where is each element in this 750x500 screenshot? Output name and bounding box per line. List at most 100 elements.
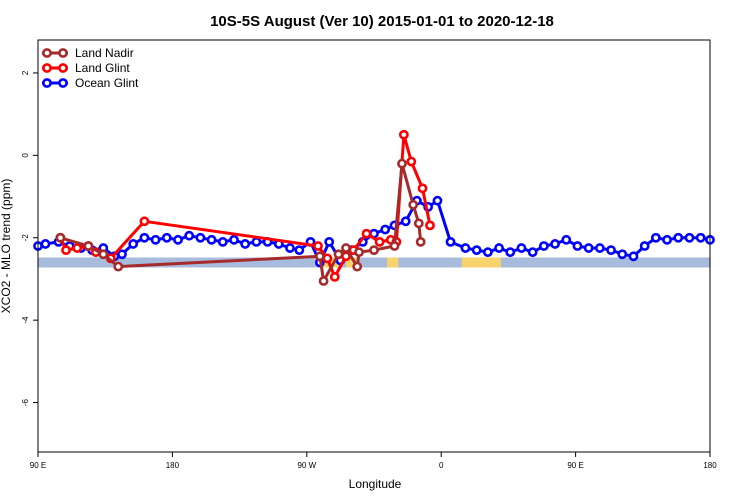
data-point [408,199,419,210]
land-segment [387,257,399,268]
data-point [380,224,391,235]
data-point [695,232,706,243]
data-point [417,183,428,194]
data-point [445,236,456,247]
data-point [341,243,351,253]
data-point [240,239,251,249]
y-axis: 2 0 -2 -4 -6 [21,70,38,406]
data-point [684,232,695,243]
data-point [139,232,150,243]
data-point [471,245,482,256]
data-point [285,243,295,253]
legend-label: Land Nadir [75,46,134,60]
data-point [398,129,409,140]
data-point [229,234,239,245]
y-tick-label: 2 [21,70,30,75]
y-tick-label: -2 [21,234,30,242]
x-tick-label: 90 W [297,461,316,470]
data-point [606,245,616,256]
data-point [333,249,344,260]
data-point [361,228,372,239]
legend-label: Ocean Glint [75,76,139,90]
y-tick-label: 0 [21,153,30,158]
data-point [572,241,583,251]
data-point [650,232,661,243]
data-point [406,156,417,167]
legend-swatch-point [58,48,68,58]
data-point [117,249,127,260]
data-point [400,216,411,227]
data-point [594,243,605,253]
data-point [583,243,594,253]
data-point [628,251,639,262]
data-point [40,239,51,249]
data-point [617,249,628,260]
data-point [673,232,684,243]
series-line [59,163,423,286]
data-point [538,241,549,251]
ocean-band [38,257,710,268]
data-point [389,241,400,251]
data-point [352,261,363,272]
data-point [397,158,407,169]
legend-label: Land Glint [75,61,130,75]
x-axis-label: Longitude [349,477,402,491]
data-point [139,216,150,227]
data-point [318,276,329,286]
legend-swatch-point [42,48,52,58]
y-tick-label: -6 [21,398,30,406]
legend-item: Land Nadir [42,46,134,60]
data-point [128,239,139,249]
data-point [217,236,228,247]
data-point [251,236,262,247]
data-point [313,241,323,251]
data-point [184,230,195,241]
land-segment [346,257,358,268]
data-point [314,251,325,262]
data-point [415,236,426,247]
series-layer [33,129,715,286]
data-point [505,247,516,258]
data-point [639,241,650,251]
data-point [161,232,172,243]
data-point [516,243,527,253]
legend-item: Land Glint [42,61,130,75]
data-point [561,234,572,245]
land-segment [461,257,501,268]
legend-item: Ocean Glint [42,76,139,90]
data-point [98,249,109,260]
data-point [527,247,538,258]
data-point [460,243,471,253]
data-point [322,253,333,264]
data-point [324,236,335,247]
x-tick-label: 0 [439,461,444,470]
data-point [294,245,305,256]
chart-title: 10S-5S August (Ver 10) 2015-01-01 to 202… [210,13,554,30]
x-tick-label: 180 [703,461,717,470]
legend-swatch-point [58,78,68,88]
series-land-nadir [55,158,426,286]
data-point [55,232,66,243]
data-point [113,261,124,272]
data-point [432,195,443,206]
plot-frame [37,39,711,453]
data-point [206,234,217,245]
data-point [374,236,385,247]
legend-swatch-point [58,63,68,73]
data-point [662,234,672,245]
data-point [195,232,206,243]
y-tick-label: -4 [21,316,30,324]
y-axis-label: XCO2 - MLO trend (ppm) [0,179,13,314]
data-point [329,271,340,282]
data-point [413,218,424,229]
data-point [550,239,560,249]
data-point [494,243,504,253]
data-point [150,234,161,245]
x-tick-label: 180 [166,461,180,470]
data-point [61,245,71,256]
data-point [72,243,83,253]
data-point [354,247,364,258]
legend-swatch-point [42,78,52,88]
